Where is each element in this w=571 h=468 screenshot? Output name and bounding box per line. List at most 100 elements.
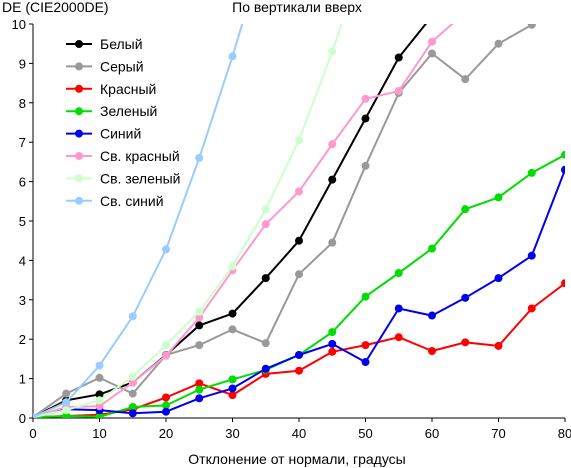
data-point bbox=[128, 372, 137, 381]
legend-label: Синий bbox=[100, 126, 141, 142]
x-tick-label: 80 bbox=[558, 426, 571, 441]
data-point bbox=[195, 307, 204, 316]
data-point bbox=[95, 390, 104, 399]
data-point bbox=[394, 333, 403, 342]
data-point bbox=[261, 339, 270, 348]
data-point bbox=[261, 274, 270, 283]
data-point bbox=[195, 153, 204, 162]
series-layer bbox=[33, 8, 569, 418]
data-point bbox=[128, 378, 137, 387]
data-point bbox=[162, 341, 170, 350]
data-point bbox=[361, 341, 370, 350]
legend: Белый Серый Красный Зеленый Синий Св. красный… bbox=[66, 36, 180, 209]
data-point bbox=[95, 412, 104, 418]
data-point bbox=[394, 304, 403, 313]
series-6 bbox=[33, 24, 454, 418]
data-point bbox=[295, 136, 303, 145]
data-point bbox=[527, 24, 536, 29]
data-point bbox=[295, 366, 303, 375]
data-point bbox=[128, 402, 137, 411]
data-point bbox=[428, 347, 436, 356]
legend-label: Св. зеленый bbox=[100, 170, 180, 186]
legend-label: Белый bbox=[100, 36, 143, 52]
data-point bbox=[228, 375, 237, 384]
data-point bbox=[95, 361, 104, 370]
data-point bbox=[128, 312, 137, 321]
legend-marker bbox=[75, 129, 83, 138]
legend-label: Красный bbox=[100, 81, 156, 97]
data-point bbox=[295, 350, 303, 359]
legend-marker bbox=[75, 196, 83, 205]
data-point bbox=[328, 339, 337, 348]
x-tick-label: 40 bbox=[292, 426, 306, 441]
data-point bbox=[261, 205, 270, 214]
x-axis-title: Отклонение от нормали, градусы bbox=[188, 451, 405, 467]
x-tick-label: 20 bbox=[159, 426, 173, 441]
series-1 bbox=[33, 24, 427, 418]
series-line bbox=[33, 24, 454, 418]
data-point bbox=[527, 251, 536, 260]
data-point bbox=[328, 175, 337, 184]
x-tick-label: 50 bbox=[358, 426, 372, 441]
y-tick-label: 3 bbox=[19, 293, 26, 308]
data-point bbox=[328, 347, 337, 356]
data-point bbox=[228, 262, 237, 271]
data-point bbox=[461, 75, 470, 84]
legend-label: Св. синий bbox=[100, 193, 164, 209]
data-point bbox=[162, 351, 170, 360]
data-point bbox=[394, 269, 403, 278]
data-point bbox=[228, 309, 237, 318]
series-line bbox=[33, 24, 244, 418]
x-tick-label: 0 bbox=[29, 426, 36, 441]
legend-marker bbox=[75, 84, 83, 93]
legend-label: Зеленый bbox=[100, 103, 157, 119]
data-point bbox=[361, 161, 370, 170]
y-tick-label: 9 bbox=[19, 56, 26, 71]
data-point bbox=[494, 193, 503, 202]
data-point bbox=[62, 398, 71, 407]
data-point bbox=[561, 165, 565, 174]
data-point bbox=[428, 37, 436, 46]
data-point bbox=[228, 391, 237, 400]
data-point bbox=[361, 358, 370, 367]
y-axis-title: DE (CIE2000DE) bbox=[2, 0, 109, 15]
data-point bbox=[428, 49, 436, 58]
data-point bbox=[561, 279, 565, 288]
y-tick-label: 1 bbox=[19, 372, 26, 387]
series-7 bbox=[33, 24, 343, 418]
legend-marker bbox=[75, 62, 83, 71]
data-point bbox=[162, 407, 170, 416]
data-point bbox=[328, 140, 337, 149]
series-line bbox=[33, 24, 427, 418]
data-point bbox=[128, 409, 137, 418]
data-point bbox=[361, 114, 370, 123]
legend-label: Серый bbox=[100, 58, 144, 74]
data-point bbox=[328, 47, 337, 56]
x-tick-label: 70 bbox=[491, 426, 505, 441]
data-point bbox=[361, 94, 370, 103]
data-point bbox=[62, 406, 71, 415]
data-point bbox=[195, 385, 204, 394]
chart-title: По вертикали вверх bbox=[232, 0, 362, 15]
x-tick-label: 60 bbox=[425, 426, 439, 441]
data-point bbox=[361, 292, 370, 301]
data-point bbox=[228, 384, 237, 393]
data-point bbox=[162, 245, 170, 254]
data-point bbox=[561, 8, 569, 16]
data-point bbox=[261, 364, 270, 373]
y-tick-label: 8 bbox=[19, 96, 26, 111]
y-tick-label: 7 bbox=[19, 135, 26, 150]
data-point bbox=[295, 270, 303, 279]
x-tick-label: 10 bbox=[92, 426, 106, 441]
data-point bbox=[95, 396, 104, 405]
data-point bbox=[162, 401, 170, 410]
data-point bbox=[461, 338, 470, 347]
data-point bbox=[261, 220, 270, 229]
data-point bbox=[461, 293, 470, 302]
y-tick-label: 5 bbox=[19, 214, 26, 229]
data-point bbox=[527, 168, 536, 177]
data-point bbox=[195, 341, 204, 350]
data-point bbox=[228, 325, 237, 334]
data-point bbox=[494, 274, 503, 283]
